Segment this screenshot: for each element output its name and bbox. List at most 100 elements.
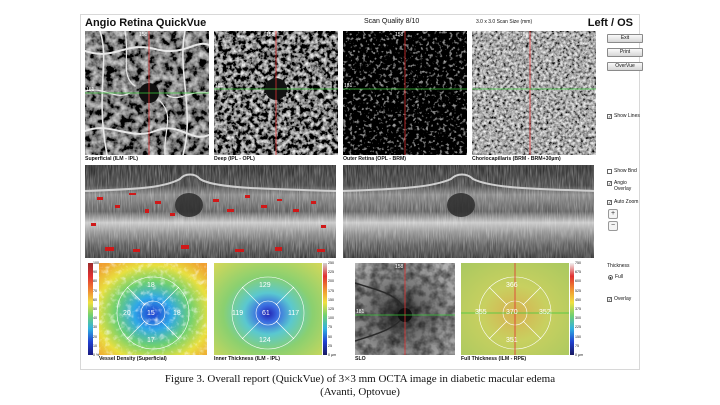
scale-label: 30 [93,325,97,330]
marker-top: 158 [139,32,148,38]
thickness-full-label: Full [615,274,624,280]
full-thickness-map[interactable]: 370 366 351 355 352 [461,263,569,355]
checkbox-checked-icon: ✓ [607,113,612,119]
overlay-label: Overlay [614,296,632,302]
slo-image[interactable]: 158 181 [355,263,455,355]
auto-zoom-checkbox[interactable]: ✓ Auto Zoom [607,199,638,205]
sector-inferior-value: 17 [147,337,155,344]
full-thickness-scale-labels: 750 675 600 525 450 375 300 225 150 75 0… [575,261,583,357]
sector-superior-value: 129 [259,282,271,289]
angio-outer-retina-image[interactable]: 158 181 [343,31,467,155]
auto-zoom-label: Auto Zoom [614,199,639,205]
scale-label: 600 [575,279,581,284]
scale-label: 75 [328,325,332,330]
angio-deep-image[interactable]: 158 181 [214,31,338,155]
scale-label: 0 % [93,352,100,357]
scale-label: 125 [328,306,334,311]
scale-label: 75 [575,343,579,348]
checkbox-checked-icon: ✓ [607,296,612,302]
angio-superficial-caption: Superficial (ILM - IPL) [85,156,139,162]
sector-nasal-value: 352 [539,309,551,316]
sector-center-value: 61 [262,310,270,317]
marker-top: 158 [520,32,529,38]
show-lines-checkbox[interactable]: ✓ Show Lines [607,113,640,119]
scale-label: 50 [93,306,97,311]
scale-label: 20 [93,334,97,339]
sector-temporal-value: 355 [475,309,487,316]
print-button[interactable]: Print [607,48,643,57]
scale-label: 675 [575,270,581,275]
full-thickness-color-scale [570,263,574,355]
marker-top: 158 [266,32,275,38]
eye-laterality-label: Left / OS [587,17,633,29]
scale-label: 70 [93,288,97,293]
inner-thickness-color-scale [323,263,327,355]
slo-caption: SLO [355,356,366,362]
scale-label: 90 [93,270,97,275]
angio-superficial-image[interactable]: 158 181 [85,31,209,155]
show-bnd-label: Show Bnd [614,168,637,174]
thickness-full-radio[interactable]: ● Full [608,274,623,280]
show-lines-label: Show Lines [614,113,640,119]
scale-label: 100 [328,316,334,321]
zoom-in-icon[interactable]: + [608,209,618,219]
scale-label: 25 [328,343,332,348]
marker-top: 158 [395,264,404,270]
full-thickness-caption: Full Thickness (ILM - RPE) [461,356,527,362]
thickness-label: Thickness [607,263,630,269]
scale-label: 375 [575,306,581,311]
marker-side: 181 [344,83,353,89]
checkbox-unchecked-icon [607,168,612,174]
vessel-density-caption: Vessel Density (Superficial) [99,356,167,362]
marker-side: 181 [86,87,95,93]
scale-label: 225 [328,270,334,275]
checkbox-checked-icon: ✓ [607,180,612,186]
bscan-structural-image[interactable] [343,165,594,258]
scale-label: 200 [328,279,334,284]
marker-side: 181 [215,83,224,89]
exit-button[interactable]: Exit [607,34,643,43]
scale-label: 225 [575,325,581,330]
sector-temporal-value: 20 [123,310,131,317]
sector-superior-value: 366 [506,282,518,289]
show-bnd-checkbox[interactable]: Show Bnd [607,168,637,174]
sector-temporal-value: 119 [232,310,244,317]
scan-quality-label: Scan Quality 8/10 [364,18,420,25]
sector-superior-value: 18 [147,282,155,289]
zoom-out-icon[interactable]: − [608,221,618,231]
scale-label: 60 [93,297,97,302]
inner-thickness-map[interactable]: 61 129 124 119 117 [214,263,322,355]
scale-label: 450 [575,297,581,302]
scale-label: 0 µm [328,352,337,357]
angio-choriocapillaris-caption: Choriocapillaris (BRM - BRM+30µm) [472,156,561,162]
scale-label: 250 [328,261,334,265]
marker-side: 181 [473,83,482,89]
scale-label: 100 [93,261,99,265]
scale-label: 40 [93,316,97,321]
scale-label: 300 [575,316,581,321]
sector-nasal-value: 18 [173,310,181,317]
scale-label: 150 [328,297,334,302]
angio-choriocapillaris-image[interactable]: 158 181 [472,31,596,155]
figure-caption-line-1: Figure 3. Overall report (QuickVue) of 3… [164,373,556,385]
bscan-angio-overlay-image[interactable] [85,165,336,258]
vessel-density-map[interactable]: 15 18 17 20 18 [99,263,207,355]
scale-label: 50 [328,334,332,339]
marker-top: 158 [395,32,404,38]
marker-side: 181 [356,309,365,315]
angio-overlay-checkbox[interactable]: ✓ Angio Overlay [607,180,637,192]
overlay-checkbox[interactable]: ✓ Overlay [607,296,631,302]
app-title: Angio Retina QuickVue [85,17,207,29]
scale-label: 175 [328,288,334,293]
sector-center-value: 370 [506,309,518,316]
inner-thickness-scale-labels: 250 225 200 175 150 125 100 75 50 25 0 µ… [328,261,336,357]
scale-label: 150 [575,334,581,339]
sector-nasal-value: 117 [288,310,300,317]
scale-label: 750 [575,261,581,265]
vessel-density-scale-labels: 100 90 80 70 60 50 40 30 20 10 0 % [93,261,99,357]
sector-inferior-value: 351 [506,337,518,344]
sector-center-value: 15 [147,310,155,317]
scan-size-label: 3.0 x 3.0 Scan Size (mm) [476,19,533,25]
angio-outer-retina-caption: Outer Retina (OPL - BRM) [343,156,407,162]
overvue-button[interactable]: OverVue [607,62,643,71]
